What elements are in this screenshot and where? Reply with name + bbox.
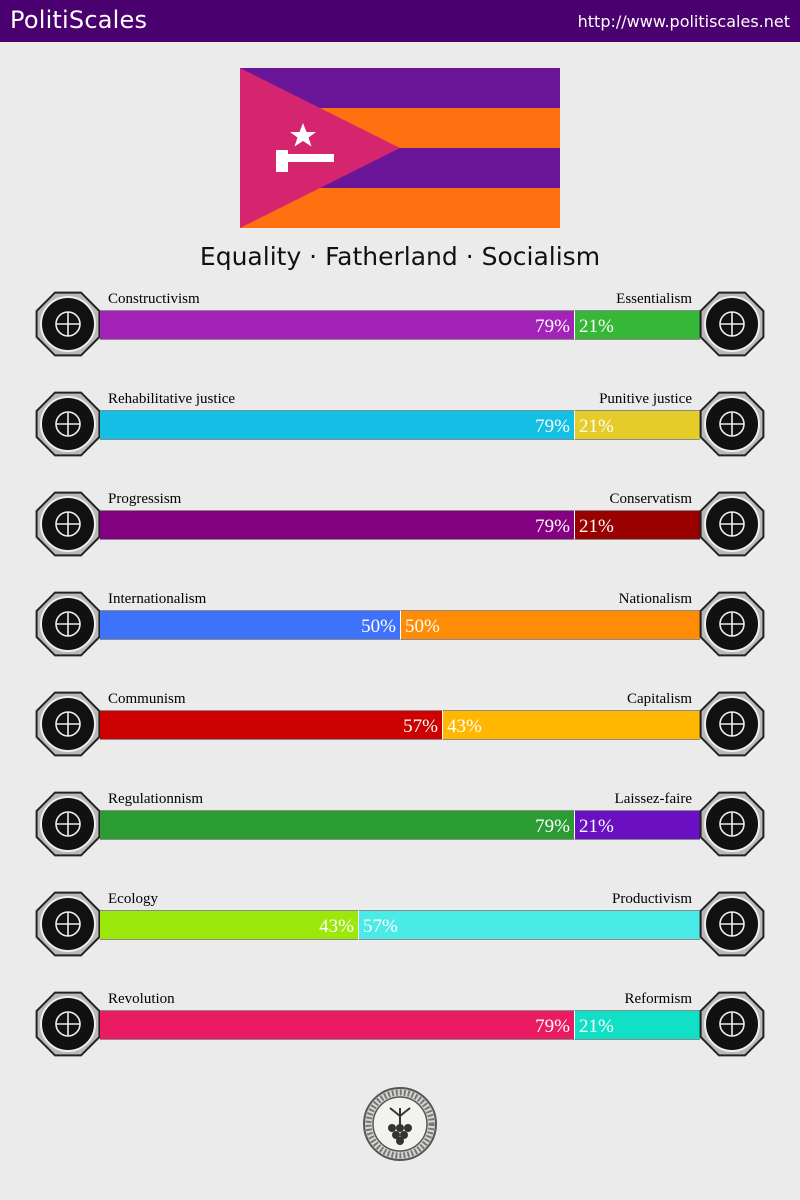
axis-row: Revolution Reformism 79% 21% [0, 990, 800, 1070]
axis-right-percent: 57% [363, 916, 398, 937]
axis-bar: 79% 21% [100, 310, 700, 340]
brand-logo[interactable]: PolitiScales [10, 6, 148, 34]
axis-left-segment: 57% [100, 710, 442, 740]
axis-right-percent: 21% [579, 316, 614, 337]
axis-bar: 43% 57% [100, 910, 700, 940]
axis-right-segment: 21% [574, 810, 700, 840]
axis-right-label: Nationalism [618, 591, 692, 607]
globe-icon [35, 591, 101, 657]
axis-right-percent: 43% [447, 716, 482, 737]
axis-left-segment: 79% [100, 310, 574, 340]
axis-left-label: Constructivism [108, 291, 200, 307]
axis-right-percent: 21% [579, 1016, 614, 1037]
star-hammer-icon [276, 123, 334, 172]
axis-row: Ecology Productivism 43% 57% [0, 890, 800, 970]
ballot-box-icon [699, 991, 765, 1057]
axis-left-percent: 43% [319, 916, 354, 937]
ideology-flag [240, 68, 560, 228]
axis-left-label: Progressism [108, 491, 182, 507]
handshake-icon [35, 391, 101, 457]
axis-left-percent: 57% [403, 716, 438, 737]
flag-triangle [240, 68, 400, 228]
axis-bar: 79% 21% [100, 810, 700, 840]
axis-row: Internationalism Nationalism 50% 50% [0, 590, 800, 670]
axis-right-segment: 57% [358, 910, 700, 940]
axis-bar: 79% 21% [100, 1010, 700, 1040]
fountain-pen-icon [699, 491, 765, 557]
axis-right-segment: 21% [574, 410, 700, 440]
motto: Equality · Fatherland · Socialism [199, 242, 601, 271]
axis-left-label: Rehabilitative justice [108, 391, 236, 407]
axis-right-label: Conservatism [609, 491, 693, 507]
axis-left-segment: 43% [100, 910, 358, 940]
site-url-link[interactable]: http://www.politiscales.net [577, 12, 790, 31]
axis-left-label: Communism [108, 691, 186, 707]
axis-right-percent: 50% [405, 616, 440, 637]
butterfly-icon [699, 791, 765, 857]
axis-right-label: Productivism [611, 891, 692, 907]
ruler-icon [35, 791, 101, 857]
axis-right-percent: 21% [579, 516, 614, 537]
axis-left-label: Revolution [108, 991, 175, 1007]
flag-icon [699, 591, 765, 657]
axis-row: Communism Capitalism 57% 43% [0, 690, 800, 770]
seal-icon [363, 1087, 437, 1161]
axis-right-segment: 50% [400, 610, 700, 640]
axis-bar: 79% 21% [100, 510, 700, 540]
axis-bar: 50% 50% [100, 610, 700, 640]
axis-left-segment: 50% [100, 610, 400, 640]
axis-left-percent: 79% [535, 416, 570, 437]
axis-left-segment: 79% [100, 1010, 574, 1040]
axis-left-segment: 79% [100, 810, 574, 840]
axis-left-label: Internationalism [108, 591, 207, 607]
axis-left-label: Regulationnism [108, 791, 203, 807]
site-header: PolitiScales http://www.politiscales.net [0, 0, 800, 42]
axis-left-label: Ecology [108, 891, 158, 907]
eye-icon [35, 291, 101, 357]
axis-left-percent: 50% [361, 616, 396, 637]
axis-right-label: Reformism [624, 991, 693, 1007]
sprout-icon [35, 891, 101, 957]
money-bag-icon [699, 691, 765, 757]
axis-left-percent: 79% [535, 816, 570, 837]
fist-icon [35, 991, 101, 1057]
axis-right-label: Capitalism [627, 691, 692, 707]
axis-row: Progressism Conservatism 79% 21% [0, 490, 800, 570]
axis-left-segment: 79% [100, 510, 574, 540]
axis-right-segment: 21% [574, 510, 700, 540]
torch-icon [35, 491, 101, 557]
axis-row: Rehabilitative justice Punitive justice … [0, 390, 800, 470]
axis-right-label: Punitive justice [599, 391, 692, 407]
axis-right-percent: 21% [579, 416, 614, 437]
axis-right-label: Essentialism [616, 291, 692, 307]
hammer-sickle-icon [35, 691, 101, 757]
axis-right-percent: 21% [579, 816, 614, 837]
axis-row: Regulationnism Laissez-faire 79% 21% [0, 790, 800, 870]
axis-right-label: Laissez-faire [614, 791, 692, 807]
axis-left-percent: 79% [535, 316, 570, 337]
axis-right-segment: 21% [574, 310, 700, 340]
flower-icon [699, 291, 765, 357]
gear-icon [699, 891, 765, 957]
axis-right-segment: 21% [574, 1010, 700, 1040]
axis-right-segment: 43% [442, 710, 700, 740]
axis-bar: 79% 21% [100, 410, 700, 440]
axis-left-percent: 79% [535, 1016, 570, 1037]
prison-bars-icon [699, 391, 765, 457]
axis-left-percent: 79% [535, 516, 570, 537]
axis-left-segment: 79% [100, 410, 574, 440]
axis-bar: 57% 43% [100, 710, 700, 740]
axis-row: Constructivism Essentialism 79% 21% [0, 290, 800, 370]
